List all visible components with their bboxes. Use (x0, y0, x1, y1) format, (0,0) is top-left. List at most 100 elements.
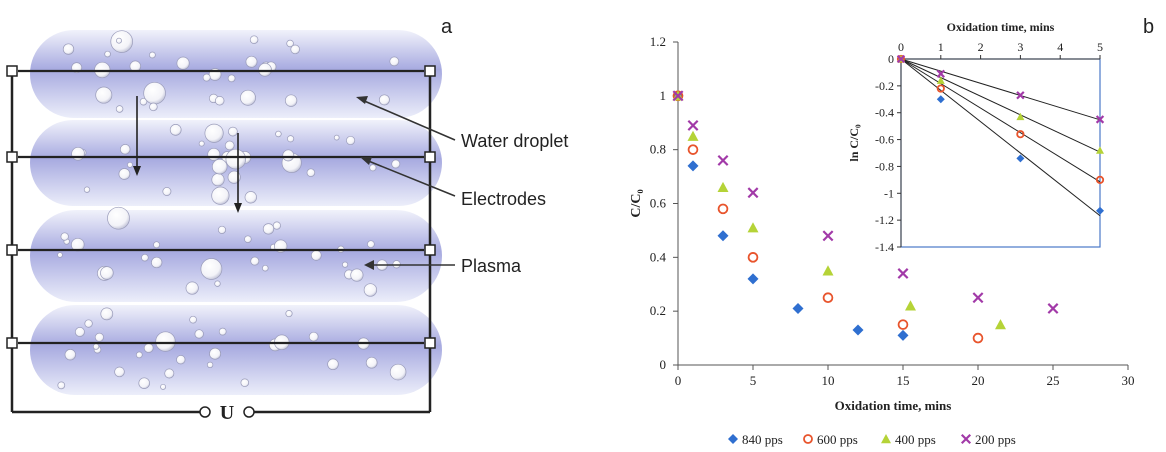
arrowhead-icon (360, 157, 372, 165)
droplet (162, 187, 172, 196)
x-tick-label: 5 (750, 373, 757, 388)
inset-x-axis-title: Oxidation time, mins (947, 20, 1055, 34)
droplet (155, 331, 176, 352)
panel-a-letter: a (441, 16, 453, 38)
droplet (262, 264, 269, 272)
trendline (900, 58, 1101, 217)
droplet (116, 37, 122, 44)
droplet (104, 50, 111, 58)
data-point (936, 84, 945, 93)
arrowhead-icon (364, 260, 374, 270)
droplet (138, 377, 150, 389)
data-point (728, 434, 738, 444)
data-point (747, 273, 759, 285)
arrowhead-icon (133, 166, 141, 176)
data-point (1016, 130, 1025, 139)
terminal (6, 337, 18, 349)
droplet (308, 331, 319, 342)
droplet (245, 55, 258, 68)
plasma-layer-1 (30, 30, 442, 118)
droplet (149, 51, 156, 59)
data-point (972, 292, 984, 304)
inset-plot-axes: 0 -0.2 -0.4 -0.6 -0.8 -1 -1.2 -1.4 0 1 2 3 4 5 Oxidati… (847, 20, 1103, 254)
data-point (897, 329, 909, 341)
droplet (250, 256, 260, 266)
terminal (6, 151, 18, 163)
inset-y-tick-label: 0 (888, 52, 894, 66)
droplet (135, 351, 143, 359)
droplet (389, 363, 407, 381)
droplet (200, 258, 223, 280)
droplet (74, 327, 85, 337)
droplet (227, 74, 236, 83)
legend-entry: 600 pps (803, 432, 858, 447)
droplet (225, 148, 247, 170)
series-840-pps (672, 90, 909, 341)
label-water-droplet: Water droplet (461, 131, 568, 151)
inset-y-tick-label: -0.4 (875, 106, 894, 120)
main-plot-points (672, 90, 1059, 344)
data-point (717, 154, 729, 166)
droplet (160, 383, 167, 390)
data-point (717, 230, 729, 242)
y-axis-title: C/C₀ (629, 189, 644, 217)
terminal (424, 65, 436, 77)
droplet (209, 347, 222, 360)
data-point (803, 434, 813, 444)
plasma-layer-4 (30, 305, 442, 395)
data-point (897, 268, 909, 279)
inset-y-tick-label: -0.8 (875, 159, 894, 173)
data-point (822, 292, 834, 304)
water-droplets (57, 30, 407, 390)
power-supply: U (199, 402, 255, 424)
data-point (1047, 303, 1059, 314)
data-point (792, 302, 804, 314)
electrode-terminals (6, 65, 436, 349)
data-point (717, 181, 729, 193)
legend-label: 400 pps (895, 432, 936, 447)
plasma-layers (30, 30, 442, 395)
trendline (900, 58, 1101, 183)
series-200-pps (672, 90, 1059, 314)
droplet (306, 168, 316, 177)
callout-arrows (356, 96, 456, 270)
data-point (1095, 115, 1105, 124)
y-tick-label: 1 (660, 88, 667, 103)
droplet (367, 240, 375, 249)
droplet (151, 256, 163, 269)
y-tick-label: 0.2 (650, 303, 666, 318)
droplet (176, 56, 190, 70)
data-point (936, 69, 945, 78)
inset-series-200-pps (896, 54, 1105, 124)
droplet (284, 94, 298, 107)
terminal (424, 337, 436, 349)
x-tick-label: 30 (1122, 373, 1135, 388)
data-point (687, 160, 699, 172)
droplet (333, 134, 340, 141)
droplet (100, 266, 114, 280)
droplet (62, 43, 75, 55)
droplet (363, 283, 378, 297)
legend-label: 200 pps (975, 432, 1016, 447)
terminal (6, 65, 18, 77)
droplet (60, 232, 69, 241)
legend-label: 600 pps (817, 432, 858, 447)
trendline (900, 58, 1101, 153)
droplet (244, 191, 257, 204)
droplet (211, 173, 225, 187)
droplet (228, 126, 238, 137)
data-point (687, 130, 699, 141)
droplet (285, 310, 293, 318)
inset-x-tick-label: 2 (978, 40, 984, 54)
droplet (114, 366, 125, 378)
callout-electrodes-line (365, 159, 456, 197)
droplet (365, 356, 378, 369)
droplet (107, 206, 130, 230)
droplet (240, 89, 256, 106)
data-point (717, 203, 729, 215)
inset-plot-points (896, 54, 1105, 217)
terminal (424, 244, 436, 256)
droplet (249, 35, 259, 44)
legend-entry: 400 pps (881, 432, 936, 447)
